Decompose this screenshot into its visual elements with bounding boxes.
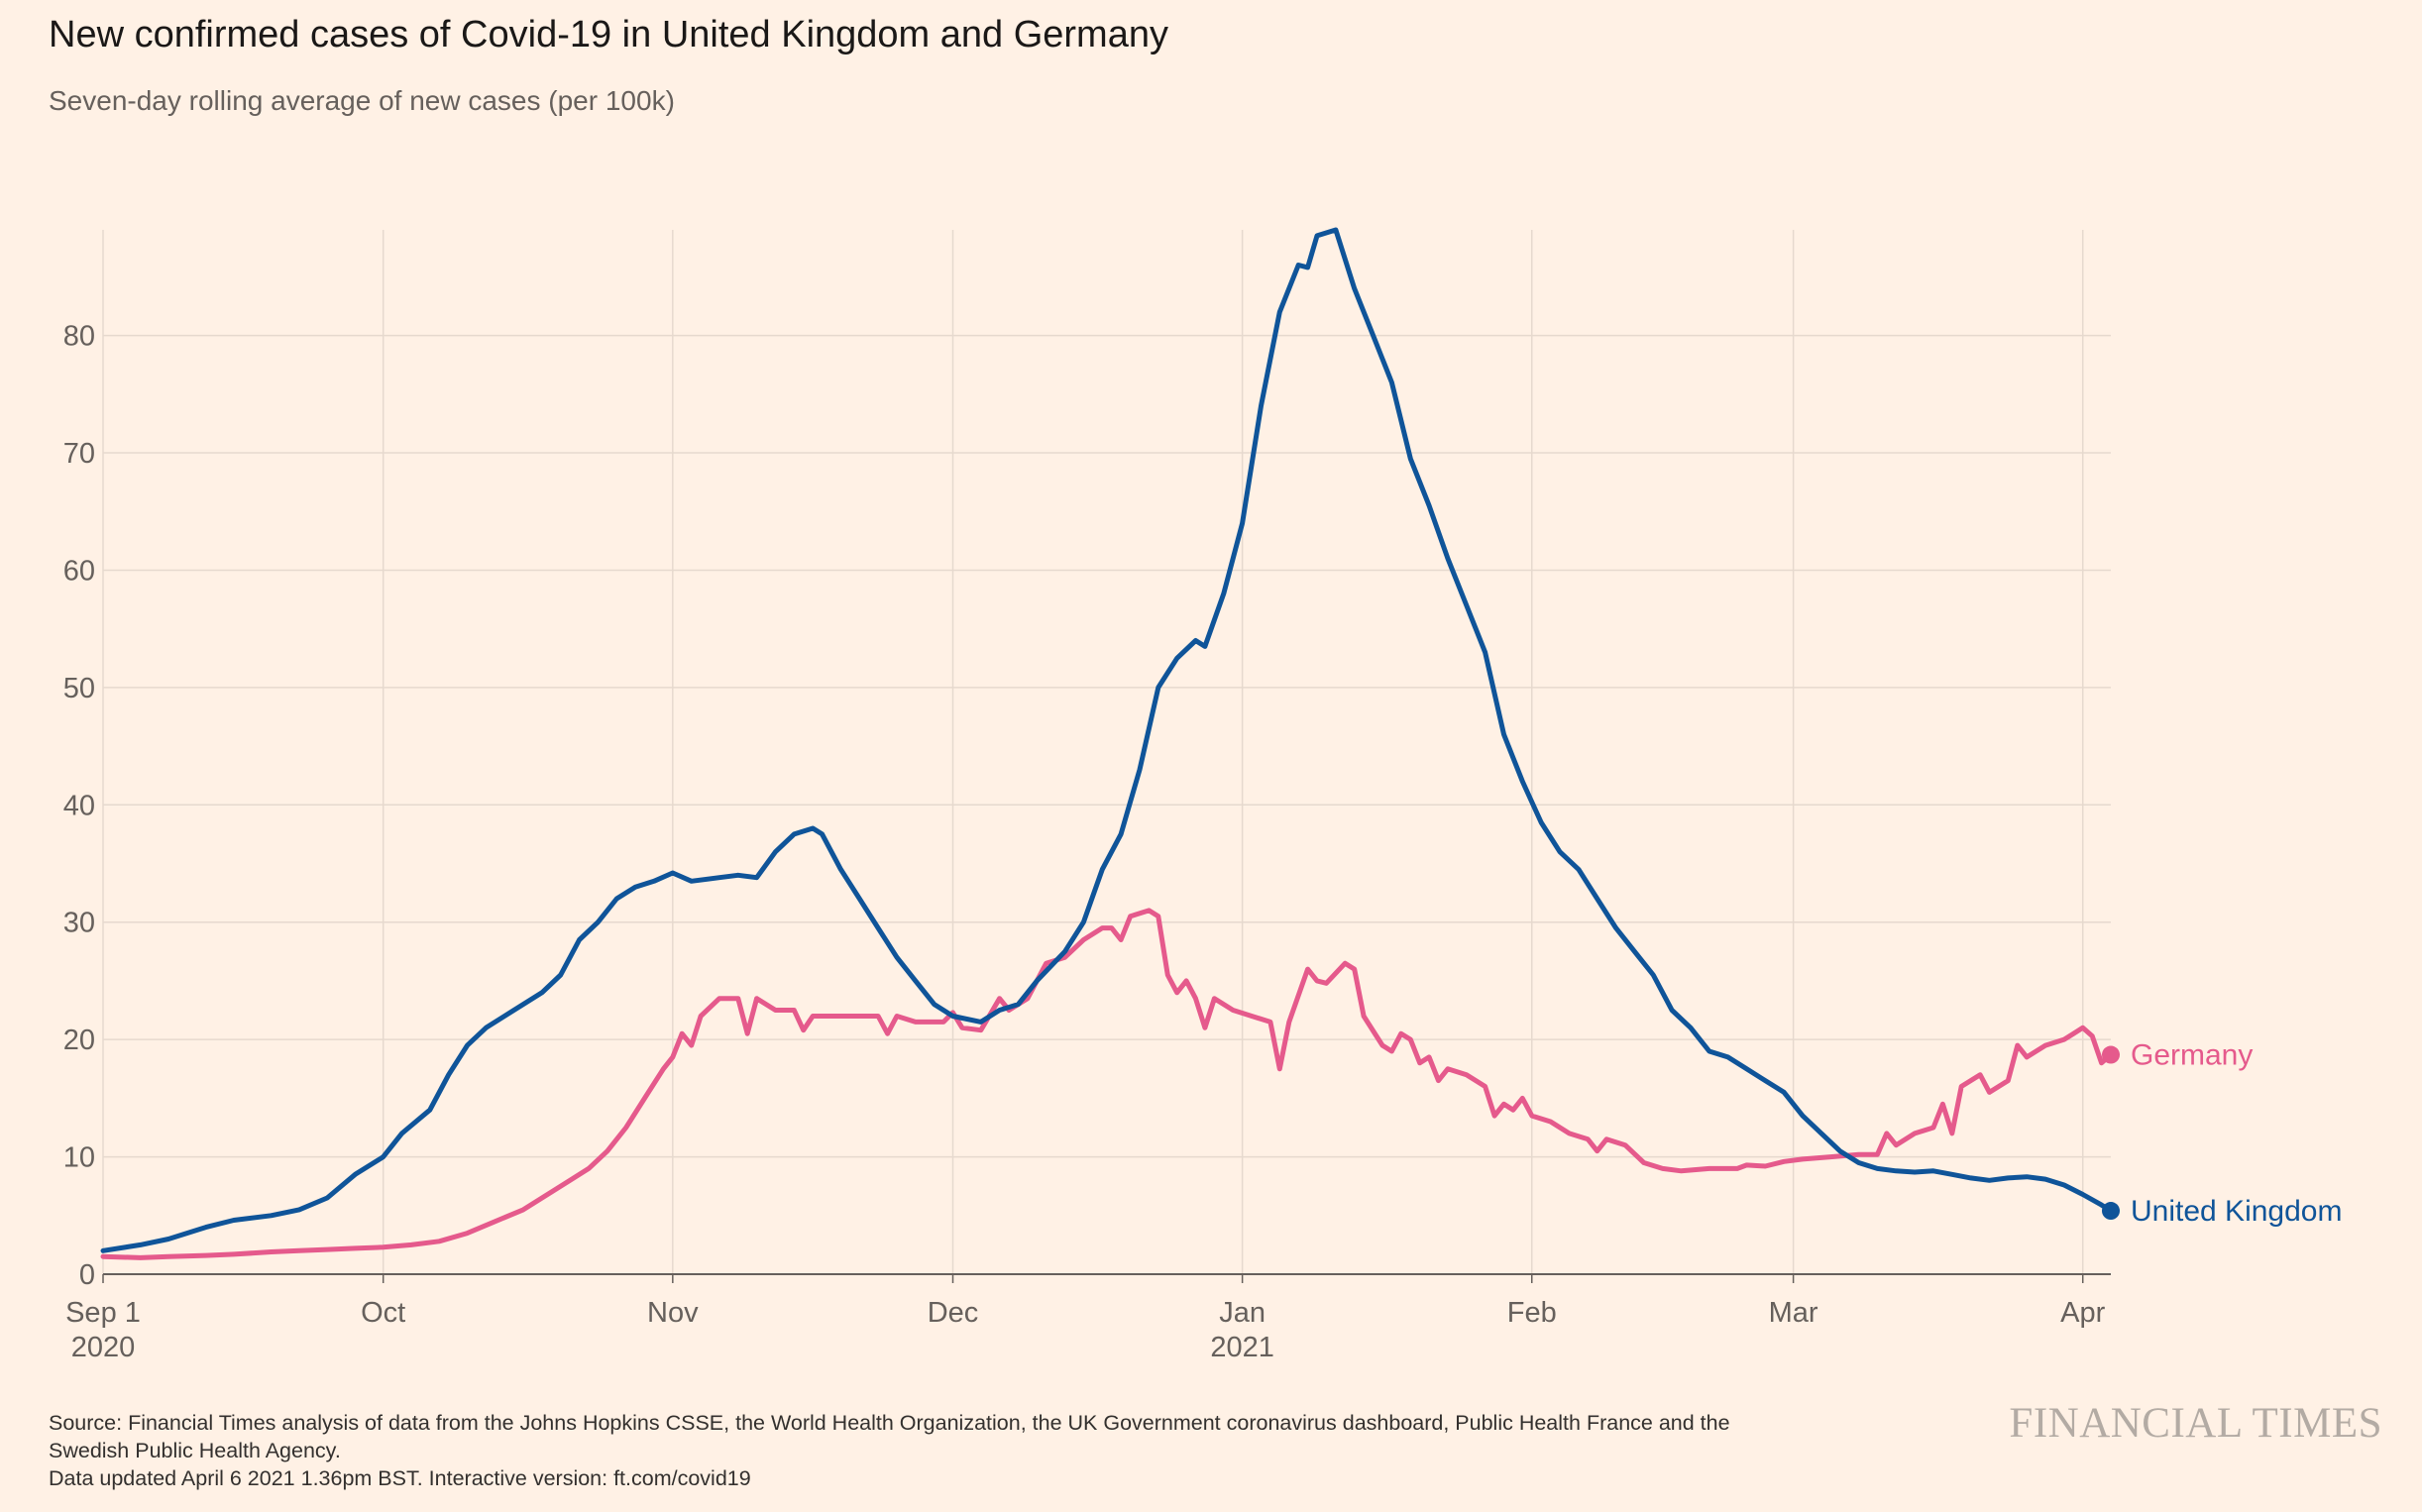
y-tick-label: 50 <box>63 673 95 704</box>
x-tick-label: Feb <box>1507 1297 1557 1329</box>
source-line-2: Swedish Public Health Agency. <box>49 1439 341 1462</box>
source-line-1: Source: Financial Times analysis of data… <box>49 1411 1730 1435</box>
series-line-united-kingdom <box>100 227 2114 1253</box>
y-tick-label: 40 <box>63 790 95 821</box>
y-axis: 0 10 20 30 40 50 60 70 80 <box>63 321 95 1291</box>
series-end-dot-united-kingdom <box>2102 1202 2120 1221</box>
grid-lines <box>102 230 2111 1274</box>
y-tick-label: 60 <box>63 555 95 587</box>
ft-logo: FINANCIAL TIMES <box>2009 1400 2382 1447</box>
y-tick-label: 70 <box>63 438 95 470</box>
x-tick-label: Oct <box>361 1297 405 1329</box>
chart-subtitle: Seven-day rolling average of new cases (… <box>49 85 675 116</box>
x-tick-label: Jan <box>1219 1297 1266 1329</box>
x-tick-label: Dec <box>928 1297 979 1329</box>
y-tick-label: 10 <box>63 1142 95 1174</box>
series-end-labels: Germany United Kingdom <box>2102 1039 2342 1228</box>
data-updated-note: Data updated April 6 2021 1.36pm BST. In… <box>49 1466 751 1490</box>
x-tick-label: Apr <box>2060 1297 2105 1329</box>
x-tick-label: Sep 1 <box>65 1297 141 1329</box>
series-label-united-kingdom: United Kingdom <box>2131 1195 2342 1228</box>
x-tick-label: Mar <box>1769 1297 1818 1329</box>
y-tick-label: 20 <box>63 1025 95 1056</box>
y-tick-label: 30 <box>63 908 95 939</box>
chart-title: New confirmed cases of Covid-19 in Unite… <box>49 14 1168 55</box>
x-tick-label: Nov <box>647 1297 699 1329</box>
x-tick-sublabel: 2020 <box>71 1332 136 1363</box>
y-tick-label: 0 <box>79 1259 95 1291</box>
series-lines <box>100 227 2114 1260</box>
y-tick-label: 80 <box>63 321 95 353</box>
footer-source: Source: Financial Times analysis of data… <box>49 1409 1981 1492</box>
series-label-germany: Germany <box>2131 1039 2253 1072</box>
series-end-dot-germany <box>2102 1045 2120 1064</box>
series-line-germany <box>100 908 2114 1260</box>
x-tick-sublabel: 2021 <box>1210 1332 1274 1363</box>
